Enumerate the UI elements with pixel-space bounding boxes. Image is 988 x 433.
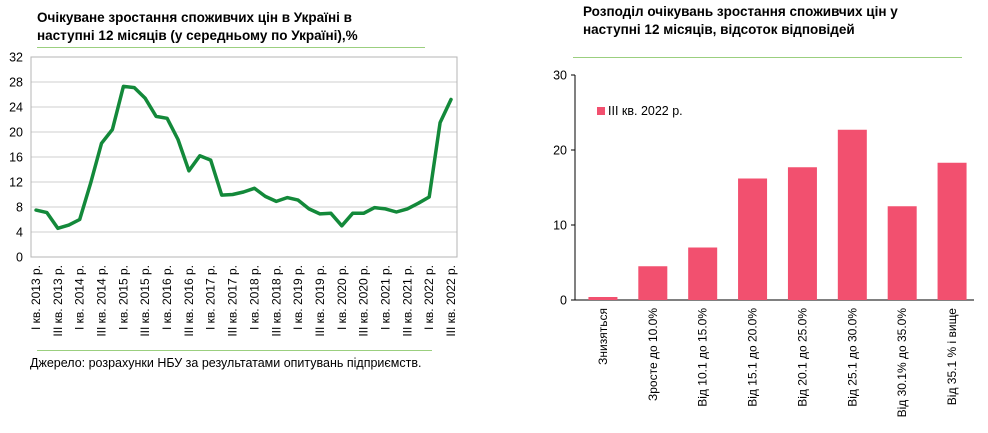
y-tick-label: 30 <box>553 69 567 83</box>
x-tick-label: III кв. 2021 р. <box>400 265 414 337</box>
bar <box>738 178 768 300</box>
x-tick-label: III кв. 2020 р. <box>357 265 371 337</box>
x-tick-label: III кв. 2014 р. <box>95 265 109 337</box>
legend-swatch <box>597 107 605 115</box>
x-tick-label: I кв. 2019 р. <box>291 265 305 330</box>
x-tick-label: III кв. 2018 р. <box>269 265 283 337</box>
left-chart-title: Очікуване зростання споживчих цін в Укра… <box>37 10 358 43</box>
x-tick-label: III кв. 2015 р. <box>138 265 152 337</box>
line-chart: 0 4 8 12 16 20 24 28 32 I кв. 2013 р. III кв. 2013… <box>9 51 458 337</box>
right-title-rule <box>573 57 962 58</box>
y-tick-label: 4 <box>16 226 23 240</box>
left-title-rule <box>37 47 425 48</box>
bar <box>837 129 867 300</box>
bar <box>787 167 817 300</box>
x-tick-label: I кв. 2020 р. <box>335 265 349 330</box>
x-tick-label: I кв. 2021 р. <box>378 265 392 330</box>
y-tick-label: 16 <box>9 151 23 165</box>
source-note: Джерело: розрахунки НБУ за результатами … <box>30 356 422 370</box>
bar-chart: 0 10 20 30 Знизяться Зросте до 10.0% Від 10.1 … <box>553 69 974 418</box>
x-tick-label: III кв. 2016 р. <box>182 265 196 337</box>
x-tick-label: Знизяться <box>596 308 610 365</box>
x-tick-label: I кв. 2017 р. <box>204 265 218 330</box>
x-tick-label: Від 25.1 до 30.0% <box>845 308 859 407</box>
x-tick-label: Зросте до 10.0% <box>646 308 660 401</box>
y-tick-label: 32 <box>9 51 23 65</box>
x-tick-label: III кв. 2017 р. <box>226 265 240 337</box>
x-tick-label: I кв. 2022 р. <box>422 265 436 330</box>
right-chart-title: Розподіл очікувань зростання споживчих ц… <box>583 4 898 37</box>
y-tick-label: 20 <box>553 144 567 158</box>
right-chart-panel: Розподіл очікувань зростання споживчих ц… <box>553 0 988 433</box>
bar <box>638 266 668 300</box>
x-tick-label: III кв. 2013 р. <box>51 265 65 337</box>
bar <box>688 247 718 300</box>
y-tick-label: 28 <box>9 76 23 90</box>
x-tick-label: III кв. 2019 р. <box>313 265 327 337</box>
x-tick-label: I кв. 2016 р. <box>160 265 174 330</box>
x-tick-label: I кв. 2014 р. <box>73 265 87 330</box>
x-tick-label: III кв. 2022 р. <box>444 265 458 337</box>
bar <box>588 297 618 300</box>
y-tick-label: 8 <box>16 201 23 215</box>
y-tick-label: 10 <box>553 219 567 233</box>
x-tick-label: Від 20.1 до 25.0% <box>795 308 809 407</box>
y-tick-label: 0 <box>560 294 567 308</box>
y-tick-label: 20 <box>9 126 23 140</box>
y-tick-label: 0 <box>16 251 23 265</box>
x-tick-label: I кв. 2015 р. <box>116 265 130 330</box>
bar <box>887 206 917 300</box>
left-chart-panel: Очікуване зростання споживчих цін в Укра… <box>0 0 470 433</box>
x-tick-label: Від 30.1% до 35.0% <box>895 308 909 418</box>
x-tick-label: Від 15.1 до 20.0% <box>746 308 760 407</box>
plot-frame <box>30 56 458 258</box>
x-tick-label: Від 35.1 % і вище <box>945 308 959 406</box>
y-tick-label: 24 <box>9 101 23 115</box>
y-tick-label: 12 <box>9 176 23 190</box>
x-tick-label: I кв. 2013 р. <box>29 265 43 330</box>
bar <box>937 162 967 300</box>
left-source-rule <box>37 350 432 351</box>
x-tick-label: I кв. 2018 р. <box>247 265 261 330</box>
x-tick-label: Від 10.1 до 15.0% <box>696 308 710 407</box>
legend-label: III кв. 2022 р. <box>608 104 683 118</box>
